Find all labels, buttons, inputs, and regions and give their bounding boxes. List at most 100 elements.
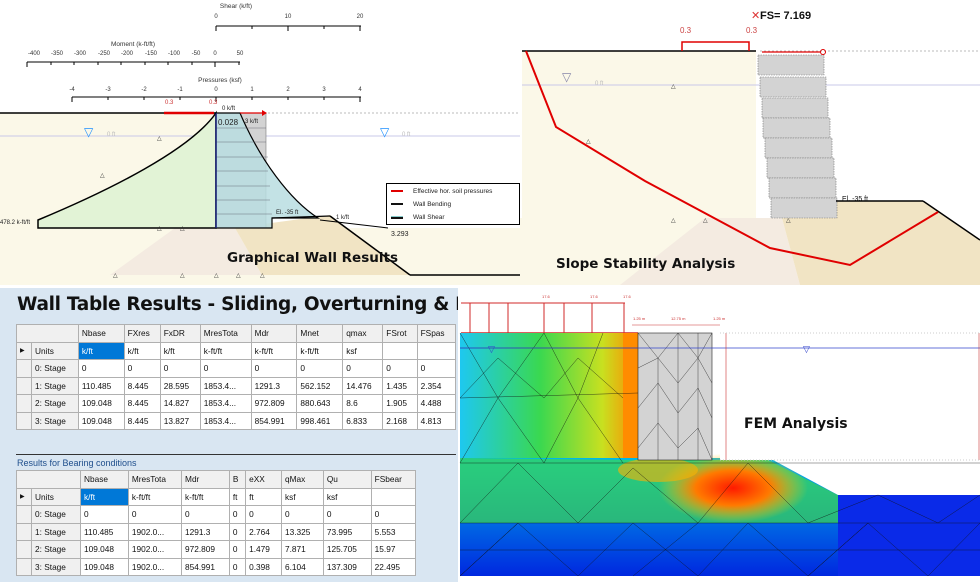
svg-text:-100: -100 [168,51,181,57]
column-header[interactable]: Mdr [250,324,298,343]
svg-text:0.3: 0.3 [680,26,692,35]
table-row[interactable]: 3: Stage 109.048 8.445 13.827 1853.4... 85… [16,411,457,430]
svg-text:0: 0 [214,87,218,93]
svg-text:0.3: 0.3 [165,100,174,106]
sliding-overturning-grid[interactable]: Nbase FXres FxDR MresTota Mdr Mnet qmax … [16,324,457,430]
column-header[interactable]: Nbase [80,470,129,489]
slope-stability-caption: Slope Stability Analysis [556,256,736,272]
svg-text:△: △ [157,226,162,232]
svg-text:1 k/ft: 1 k/ft [336,215,349,221]
svg-text:0 ft: 0 ft [107,132,116,138]
column-header[interactable]: FSpas [416,324,457,343]
column-header[interactable]: Nbase [77,324,125,343]
svg-text:△: △ [100,173,105,179]
fem-canvas: 17.6 17.6 17.6 1.25 m 12.75 m 1.25 m 22.… [458,288,980,582]
svg-text:△: △ [260,273,265,279]
svg-text:-250: -250 [98,51,111,57]
shear-axis-title: Shear (k/ft) [220,3,252,10]
stress-contour-retained [460,333,638,463]
svg-text:0 ft: 0 ft [595,81,604,87]
fs-marker-icon: ✕ [751,10,760,22]
wall-results-legend: Effective hor. soil pressures Wall Bendi… [386,183,520,225]
svg-text:△: △ [180,273,185,279]
svg-text:1.25 m: 1.25 m [713,316,726,321]
table-row[interactable]: 2: Stage 109.048 8.445 14.827 1853.4... 97… [16,394,457,413]
svg-text:△: △ [786,218,791,224]
svg-text:El. -35 ft: El. -35 ft [842,196,868,203]
svg-text:-1: -1 [177,87,183,93]
svg-text:△: △ [703,218,708,224]
column-header[interactable]: qMax [280,470,324,489]
svg-text:△: △ [671,218,676,224]
svg-text:20: 20 [357,14,364,20]
column-header[interactable]: Mdr [181,470,230,489]
bearing-conditions-grid[interactable]: Nbase MresTota Mdr B eXX qMax Qu FSbear … [15,470,417,576]
svg-text:3 k/ft: 3 k/ft [245,119,258,125]
svg-text:0: 0 [214,14,218,20]
fem-analysis-panel: 17.6 17.6 17.6 1.25 m 12.75 m 1.25 m 22.… [458,288,980,582]
svg-text:4: 4 [358,87,362,93]
column-header[interactable]: FxDR [159,324,201,343]
selected-cell[interactable]: k/ft [80,487,129,506]
legend-item-wall-shear: Wall Shear [391,211,519,223]
svg-text:0: 0 [213,51,217,57]
row-selector-icon: ▶ [16,341,32,360]
svg-text:0 k/ft: 0 k/ft [222,106,235,112]
shear-diagram [215,112,321,229]
table-row[interactable]: 1: Stage 110.485 8.445 28.595 1853.4... 12… [16,376,457,395]
wall-table-results-panel: Wall Table Results - Sliding, Overturnin… [0,288,458,582]
factor-of-safety-label: FS= 7.169 [760,10,811,22]
selected-cell[interactable]: k/ft [77,341,125,360]
shear-axis [215,25,361,31]
graphical-wall-results-panel: Shear (k/ft) 0 10 20 Moment (k-ft/ft) -4… [0,0,520,285]
svg-text:-200: -200 [121,51,134,57]
svg-text:17.6: 17.6 [623,294,632,299]
svg-text:△: △ [586,139,591,145]
table-row[interactable]: 1: Stage 110.485 1902.0... 1291.3 0 2.764 1… [16,522,417,541]
legend-item-wall-bending: Wall Bending [391,198,519,210]
table-row[interactable]: 3: Stage 109.048 1902.0... 854.991 0 0.398… [16,557,417,576]
svg-text:▽: ▽ [84,125,94,139]
column-header[interactable]: FSrot [382,324,418,343]
column-header[interactable]: FXres [123,324,161,343]
support-markers: △ △ △ △ △ [586,84,791,224]
column-header[interactable]: MresTota [127,470,183,489]
svg-text:△: △ [671,84,676,90]
svg-text:-300: -300 [74,51,87,57]
row-selector-icon: ▶ [16,487,32,506]
column-header[interactable]: Mnet [296,324,344,343]
graphical-wall-results-caption: Graphical Wall Results [227,250,398,266]
svg-text:△: △ [180,226,185,232]
svg-text:3: 3 [322,87,326,93]
grid-header-row: Nbase FXres FxDR MresTota Mdr Mnet qmax … [16,324,457,343]
column-header[interactable]: qmax [342,324,384,343]
pressures-axis-title: Pressures (ksf) [198,77,242,84]
wall-mesh [637,332,713,461]
column-header[interactable]: B [228,470,247,489]
svg-text:△: △ [113,273,118,279]
column-header[interactable]: eXX [245,470,282,489]
column-header[interactable]: Qu [322,470,372,489]
pressures-axis [71,96,361,102]
table-row[interactable]: ▶ Units k/ft k-ft/ft k-ft/ft ft ft ksf ksf [16,487,417,506]
svg-text:▽: ▽ [380,125,390,139]
water-table-icon: ▽ ▽ [84,125,390,139]
slope-stability-canvas: ✕ FS= 7.169 0.3 0.3 ▽ 0 ft El. -35 ft △△… [520,10,980,285]
column-header[interactable]: FSbear [370,470,417,489]
svg-text:-50: -50 [192,51,201,57]
svg-text:▽: ▽ [803,344,810,354]
svg-text:△: △ [214,273,219,279]
table-results-title: Wall Table Results - Sliding, Overturnin… [17,294,458,315]
svg-text:El. -35 ft: El. -35 ft [276,210,299,216]
table-row[interactable]: ▶ Units k/ft k/ft k/ft k-ft/ft k-ft/ft k-f… [16,341,457,360]
column-header[interactable]: MresTota [199,324,252,343]
failure-surface [525,50,939,267]
svg-text:17.6: 17.6 [542,294,551,299]
grid-header-row: Nbase MresTota Mdr B eXX qMax Qu FSbear [15,470,417,489]
surcharge-load [681,41,750,51]
table-row[interactable]: 2: Stage 109.048 1902.0... 972.809 0 1.479… [16,540,417,559]
svg-text:-3: -3 [105,87,111,93]
moment-base-label: 478.2 k-ft/ft [0,220,30,226]
